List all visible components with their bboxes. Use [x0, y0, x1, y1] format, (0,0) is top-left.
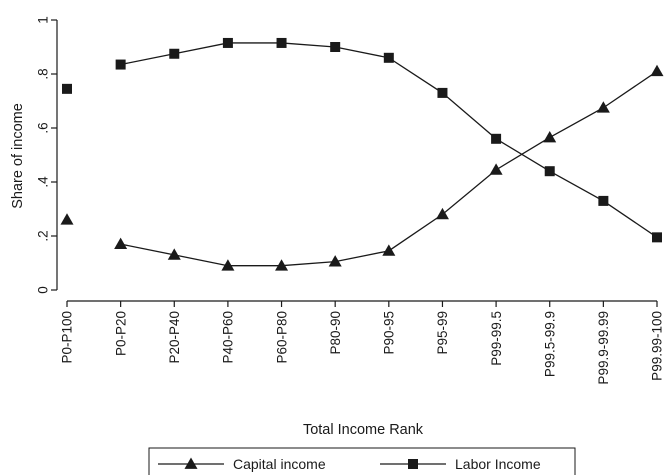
- data-point-labor-income-p20-p40: [169, 48, 180, 59]
- y-axis: 0 .2 .4 .6 .8 1: [36, 16, 58, 294]
- data-point-capital-income-p99-99-100: [650, 64, 664, 77]
- x-tick-label-p0-p20: P0-P20: [113, 311, 128, 356]
- x-tick-label-p0-p100: P0-P100: [60, 311, 75, 364]
- data-point-labor-income-p99-5-99-9: [544, 166, 555, 177]
- y-tick-label: 0: [36, 286, 51, 294]
- data-point-labor-income-p99-99-5: [491, 133, 502, 144]
- data-point-labor-income-p99-99-100: [652, 232, 662, 243]
- data-point-labor-income-p90-95: [383, 52, 394, 63]
- legend-label: Labor Income: [455, 456, 541, 472]
- legend-marker-square-icon: [408, 459, 418, 469]
- x-axis-title: Total Income Rank: [303, 422, 424, 438]
- x-tick-label-p99-99-100: P99.99-100: [650, 311, 665, 381]
- x-tick-label-p80-90: P80-90: [328, 311, 343, 355]
- data-point-capital-income-p99-99-5: [489, 163, 503, 175]
- y-tick-label: .6: [36, 122, 51, 133]
- series-layer: [60, 37, 664, 271]
- x-tick-label-p90-95: P90-95: [382, 311, 397, 355]
- data-point-capital-income-p90-95: [382, 244, 396, 256]
- data-point-labor-income-p60-p80: [276, 37, 287, 48]
- y-tick-label: .4: [36, 176, 51, 188]
- series-capital-income: [60, 64, 664, 271]
- x-tick-label-p99-9-99-99: P99.9-99.99: [596, 311, 611, 385]
- data-point-labor-income-p0-p100: [62, 83, 72, 94]
- data-point-capital-income-p99-5-99-9: [543, 130, 557, 143]
- legend-item-capital-income: Capital income: [158, 456, 326, 472]
- x-axis: P0-P100 P0-P20 P20-P40 P40-P60 P60-P80 P80-90…: [60, 300, 665, 385]
- series-line-labor-income: [120, 42, 658, 238]
- legend-items: Capital income Labor Income: [158, 456, 541, 472]
- series-line-capital-income: [120, 70, 658, 267]
- x-tick-label-p99-99-5: P99-99.5: [489, 311, 504, 366]
- series-labor-income: [62, 37, 662, 243]
- data-point-capital-income-p99-9-99-99: [596, 101, 610, 113]
- legend-label: Capital income: [233, 456, 326, 472]
- data-point-labor-income-p80-90: [330, 42, 341, 52]
- y-tick-label: .8: [36, 68, 51, 79]
- data-point-capital-income-p60-p80: [275, 259, 289, 271]
- data-point-labor-income-p40-p60: [222, 37, 233, 48]
- y-tick-label: 1: [36, 16, 51, 24]
- data-point-capital-income-p20-p40: [167, 248, 181, 260]
- data-point-labor-income-p0-p20: [115, 59, 126, 70]
- x-tick-label-p99-5-99-9: P99.5-99.9: [542, 311, 557, 377]
- y-tick-label: .2: [36, 230, 51, 241]
- y-axis-title: Share of income: [10, 103, 26, 209]
- data-point-labor-income-p99-9-99-99: [598, 195, 609, 206]
- data-point-capital-income-p0-p100: [60, 213, 74, 225]
- data-point-capital-income-p40-p60: [221, 259, 235, 271]
- data-point-capital-income-p95-99: [435, 207, 449, 220]
- data-point-capital-income-p0-p20: [114, 237, 128, 249]
- legend-item-labor-income: Labor Income: [380, 456, 541, 472]
- x-tick-label-p95-99: P95-99: [435, 311, 450, 355]
- x-tick-label-p60-p80: P60-P80: [274, 311, 289, 364]
- legend-marker-triangle-icon: [184, 457, 198, 469]
- legend: Capital income Labor Income: [148, 447, 576, 475]
- data-point-labor-income-p95-99: [437, 87, 448, 98]
- data-point-capital-income-p80-90: [328, 255, 342, 267]
- x-tick-label-p20-p40: P20-P40: [167, 311, 182, 364]
- legend-box: [148, 447, 576, 475]
- x-tick-label-p40-p60: P40-P60: [221, 311, 236, 364]
